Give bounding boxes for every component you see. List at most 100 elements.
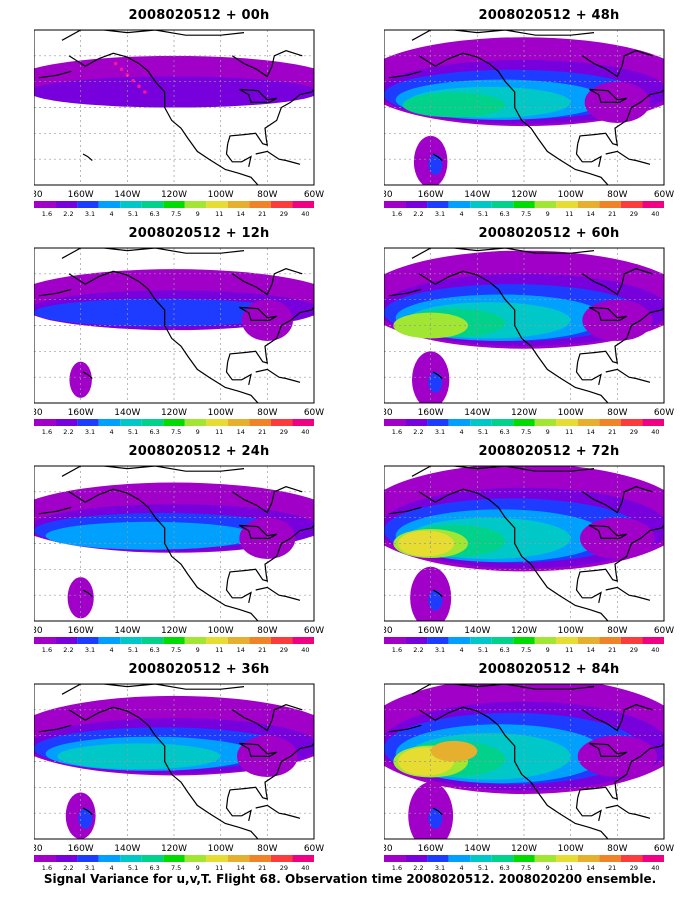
coastline	[432, 371, 443, 379]
colorbar-label: 14	[237, 864, 245, 872]
colorbar-swatch	[270, 201, 293, 208]
colorbar-swatch	[534, 201, 557, 208]
colorbar-label: 2.2	[63, 646, 73, 654]
lon-label: 140W	[114, 844, 140, 854]
colorbar-label: 29	[280, 864, 288, 872]
colorbar-swatch	[470, 855, 492, 862]
lon-label: 120W	[161, 408, 187, 418]
panel-title: 2008020512 + 36h	[128, 662, 270, 677]
colorbar-swatch	[292, 201, 314, 208]
lon-label: 180	[384, 844, 393, 854]
colorbar-label: 4	[459, 428, 463, 436]
figure-caption: Signal Variance for u,v,T. Flight 68. Ob…	[43, 872, 657, 886]
lon-label: 60W	[304, 626, 324, 636]
colorbar-swatch	[292, 419, 314, 426]
coastline	[225, 579, 252, 604]
coastline	[38, 288, 72, 297]
colorbar-swatch	[184, 201, 207, 208]
coastline	[388, 724, 422, 733]
colorbar-label: 29	[630, 428, 638, 436]
lon-label: 80W	[257, 626, 277, 636]
colorbar-label: 14	[587, 210, 595, 218]
lon-label: 100W	[208, 844, 234, 854]
lon-label: 180	[384, 190, 393, 200]
colorbar-swatch	[599, 637, 621, 644]
colorbar-label: 11	[565, 428, 573, 436]
colorbar-label: 7.5	[521, 428, 531, 436]
colorbar-swatch	[120, 201, 142, 208]
colorbar-swatch	[491, 855, 514, 862]
colorbar-swatch	[384, 637, 406, 644]
lon-label: 100W	[208, 190, 234, 200]
lon-label: 60W	[654, 844, 674, 854]
colorbar-label: 9	[196, 428, 200, 436]
coastline	[575, 143, 602, 168]
forecast-panel: 2008020512 + 24h70N60N50N40N30N20N10N180…	[34, 444, 364, 662]
variance-contour	[34, 76, 314, 108]
colorbar-swatch	[55, 855, 78, 862]
panel-title: 2008020512 + 12h	[128, 226, 270, 241]
coastline	[577, 307, 664, 364]
colorbar-swatch	[227, 855, 250, 862]
colorbar-label: 40	[301, 428, 309, 436]
colorbar-swatch	[227, 201, 250, 208]
colorbar-label: 29	[280, 210, 288, 218]
coastline	[605, 368, 651, 383]
panel-title: 2008020512 + 48h	[478, 8, 620, 23]
colorbar-label: 9	[546, 428, 550, 436]
forecast-panel: 2008020512 + 12h70N60N50N40N30N20N10N180…	[34, 226, 364, 444]
colorbar-label: 1.6	[42, 864, 52, 872]
lon-label: 160W	[68, 626, 94, 636]
variance-map: 70N60N50N40N30N20N10N180160W140W120W100W…	[384, 29, 674, 218]
colorbar-swatch	[642, 201, 664, 208]
colorbar-swatch	[120, 855, 142, 862]
colorbar-swatch	[206, 419, 228, 426]
colorbar-label: 2.2	[413, 428, 423, 436]
lon-label: 120W	[511, 844, 537, 854]
colorbar-label: 21	[258, 864, 266, 872]
colorbar-swatch	[292, 637, 314, 644]
lon-label: 180	[34, 626, 43, 636]
colorbar-label: 2.2	[413, 864, 423, 872]
colorbar-swatch	[384, 201, 406, 208]
coastline	[411, 466, 595, 477]
colorbar-swatch	[556, 637, 578, 644]
colorbar-swatch	[620, 419, 643, 426]
forecast-panel: 2008020512 + 84h70N60N50N40N30N20N10N180…	[384, 662, 700, 880]
coastline	[589, 742, 628, 757]
variance-map: 70N60N50N40N30N20N10N180160W140W120W100W…	[384, 465, 674, 654]
lon-label: 100W	[558, 408, 584, 418]
variance-contour	[430, 740, 478, 762]
variance-map: 70N60N50N40N30N20N10N180160W140W120W100W…	[34, 683, 324, 872]
colorbar-label: 11	[215, 428, 223, 436]
coastline	[575, 361, 602, 386]
colorbar-label: 29	[280, 646, 288, 654]
coastline	[589, 88, 628, 103]
lon-label: 180	[34, 190, 43, 200]
forecast-panel: 2008020512 + 72h70N60N50N40N30N20N10N180…	[384, 444, 700, 662]
coastline	[61, 684, 245, 695]
lon-label: 140W	[114, 408, 140, 418]
lon-label: 60W	[654, 408, 674, 418]
colorbar-label: 2.2	[413, 210, 423, 218]
forecast-panel: 2008020512 + 48h 70N60N50N40N30N20N10N180…	[384, 8, 700, 226]
coastline	[605, 586, 651, 601]
coastline	[418, 270, 609, 403]
coastline	[418, 488, 609, 621]
colorbar-label: 5.1	[128, 864, 138, 872]
colorbar-label: 3.1	[85, 210, 95, 218]
lon-label: 120W	[161, 626, 187, 636]
colorbar-swatch	[163, 637, 185, 644]
colorbar-swatch	[577, 637, 600, 644]
colorbar-label: 2.2	[63, 864, 73, 872]
colorbar-label: 40	[301, 210, 309, 218]
observation-marker	[113, 61, 118, 66]
colorbar-swatch	[98, 855, 121, 862]
coastline	[411, 30, 595, 41]
coastline	[225, 361, 252, 386]
colorbar-swatch	[98, 201, 121, 208]
lon-label: 140W	[114, 190, 140, 200]
lon-label: 80W	[607, 844, 627, 854]
colorbar-label: 5.1	[478, 646, 488, 654]
colorbar-label: 21	[608, 428, 616, 436]
